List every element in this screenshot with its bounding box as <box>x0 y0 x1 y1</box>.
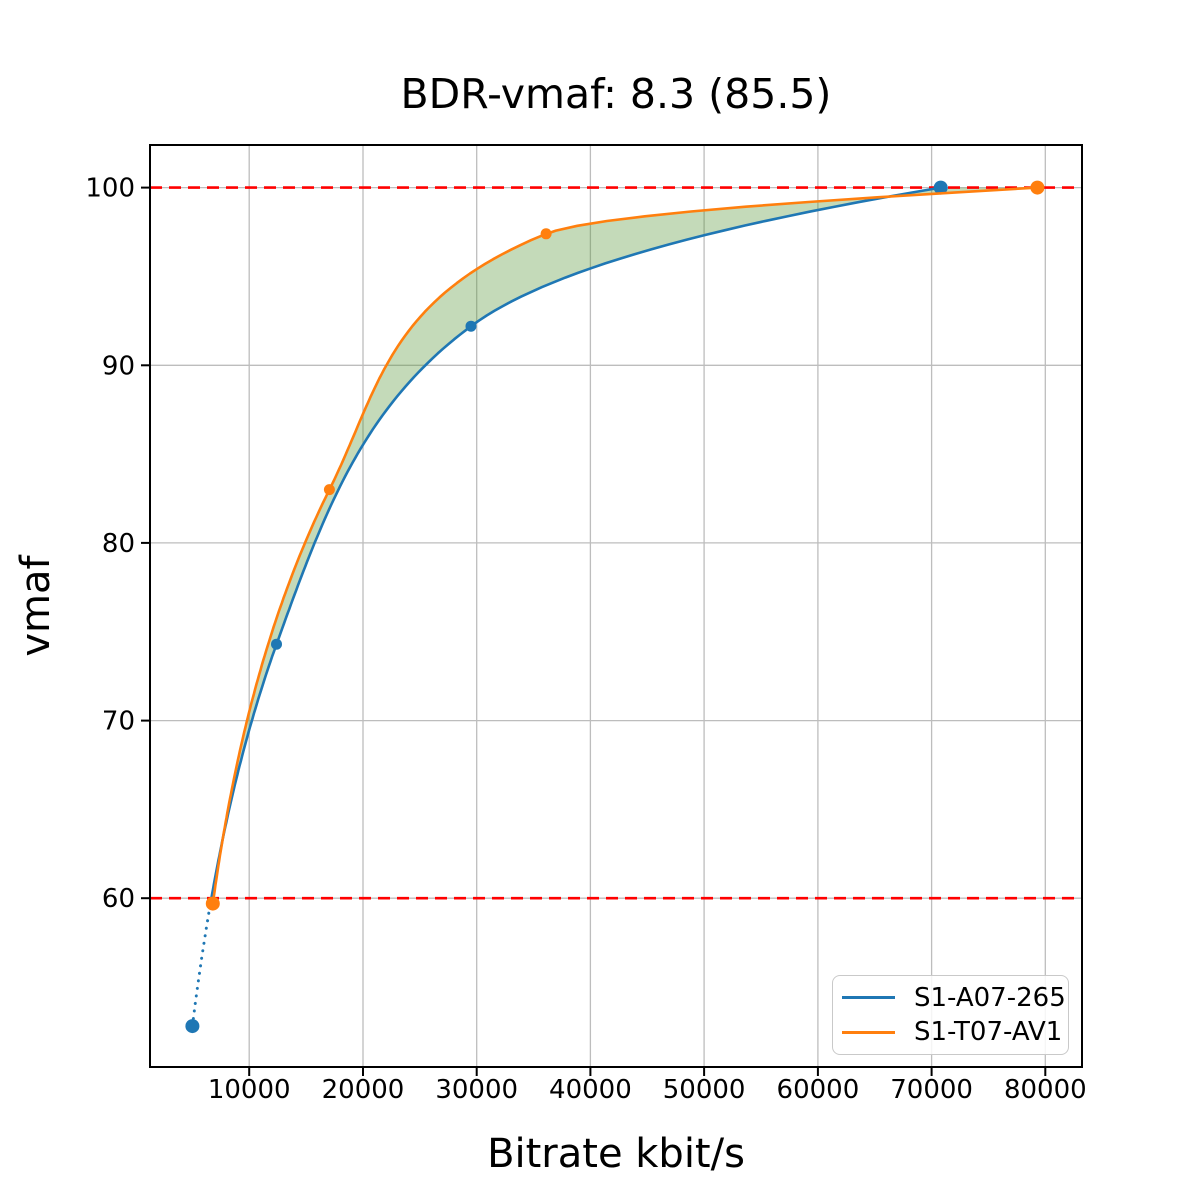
series-curve-S1-A07-265 <box>210 186 941 899</box>
data-point-marker <box>323 484 335 496</box>
x-tick-label: 50000 <box>663 1075 746 1105</box>
x-tick-label: 70000 <box>890 1075 973 1105</box>
y-tick-label: 70 <box>102 707 135 737</box>
x-tick-label: 20000 <box>322 1075 405 1105</box>
x-tick-label: 30000 <box>435 1075 518 1105</box>
legend-label: S1-A07-265 <box>914 982 1066 1013</box>
y-tick-label: 80 <box>102 529 135 559</box>
x-tick-label: 80000 <box>1004 1075 1087 1105</box>
legend-item-s1-a07-265: S1-A07-265 <box>842 985 1068 1011</box>
legend-item-s1-t07-av1: S1-T07-AV1 <box>842 1019 1068 1045</box>
bd-rate-area-fill <box>211 187 1038 904</box>
data-point-marker <box>933 180 948 195</box>
x-tick-label: 10000 <box>208 1075 291 1105</box>
x-tick-label: 60000 <box>777 1075 860 1105</box>
series-curve-S1-T07-AV1 <box>211 186 1038 904</box>
series-curve-dotted-S1-A07-265 <box>190 896 213 1028</box>
data-point-marker <box>205 896 220 911</box>
data-point-marker <box>465 320 477 332</box>
data-point-marker <box>540 228 552 240</box>
y-tick-label: 100 <box>85 174 135 204</box>
legend-label: S1-T07-AV1 <box>914 1017 1063 1048</box>
y-tick-label: 60 <box>102 884 135 914</box>
y-tick-label: 90 <box>102 351 135 381</box>
legend-line-swatch-blue <box>842 995 895 1000</box>
legend: S1-A07-265 S1-T07-AV1 <box>832 975 1069 1055</box>
chart-title: BDR-vmaf: 8.3 (85.5) <box>400 70 832 118</box>
axes-spines <box>149 144 1083 1068</box>
data-point-marker <box>185 1019 200 1034</box>
data-point-marker <box>1030 180 1045 195</box>
data-point-marker <box>271 638 282 650</box>
x-tick-label: 40000 <box>549 1075 632 1105</box>
legend-line-swatch-orange <box>842 1030 895 1035</box>
x-axis-label: Bitrate kbit/s <box>487 1131 745 1177</box>
